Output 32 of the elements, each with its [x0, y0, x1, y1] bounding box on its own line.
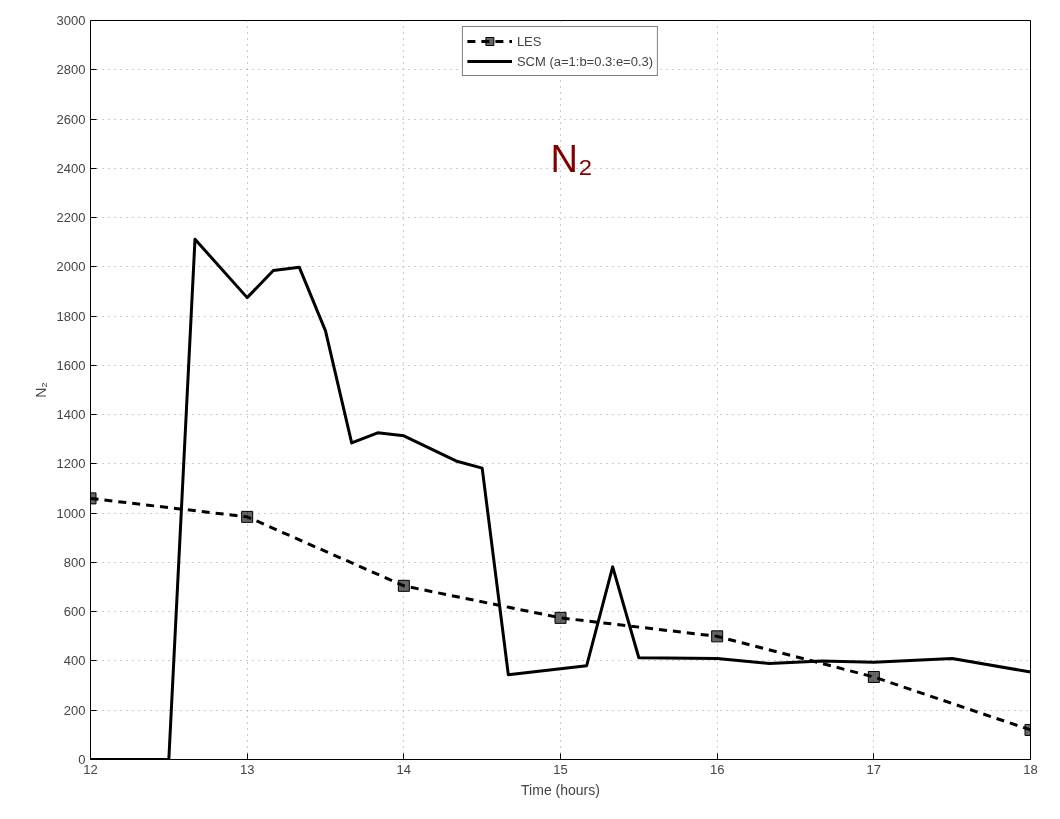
x-tick-label: 15: [553, 761, 568, 777]
point: [867, 670, 880, 683]
x-axis-title: Time (hours): [521, 781, 600, 798]
y-tick-label: 1000: [56, 505, 86, 521]
point: [397, 579, 410, 592]
legend-label: LES: [516, 33, 542, 49]
y-tick-label: 600: [63, 604, 86, 620]
y-tick-label: 400: [63, 653, 86, 669]
annotation: N₂: [550, 137, 593, 180]
point: [241, 510, 254, 523]
y-axis-title: N₂: [32, 382, 49, 398]
y-tick-label: 200: [63, 702, 86, 718]
legend-label: SCM (a=1:b=0.3:e=0.3): [516, 53, 654, 69]
y-tick-label: 1800: [56, 308, 86, 324]
y-tick-label: 2800: [56, 62, 86, 78]
x-tick-label: 16: [709, 761, 725, 777]
y-tick-label: 2000: [56, 259, 86, 275]
x-tick-label: 18: [1023, 761, 1038, 777]
y-tick-label: 1600: [56, 357, 86, 373]
y-tick-label: 2200: [56, 210, 86, 226]
point: [554, 611, 567, 624]
y-tick-label: 1400: [56, 407, 86, 423]
y-tick-label: 800: [63, 554, 86, 570]
y-tick-label: 1200: [56, 456, 86, 472]
x-tick-label: 14: [396, 761, 412, 777]
point: [711, 630, 724, 643]
y-tick-label: 2400: [56, 160, 86, 176]
y-tick-label: 2600: [56, 111, 86, 127]
x-tick-label: 17: [866, 761, 882, 777]
y-tick-label: 3000: [56, 13, 86, 28]
x-tick-label: 13: [239, 761, 255, 777]
y-tick-label: 0: [78, 752, 86, 767]
